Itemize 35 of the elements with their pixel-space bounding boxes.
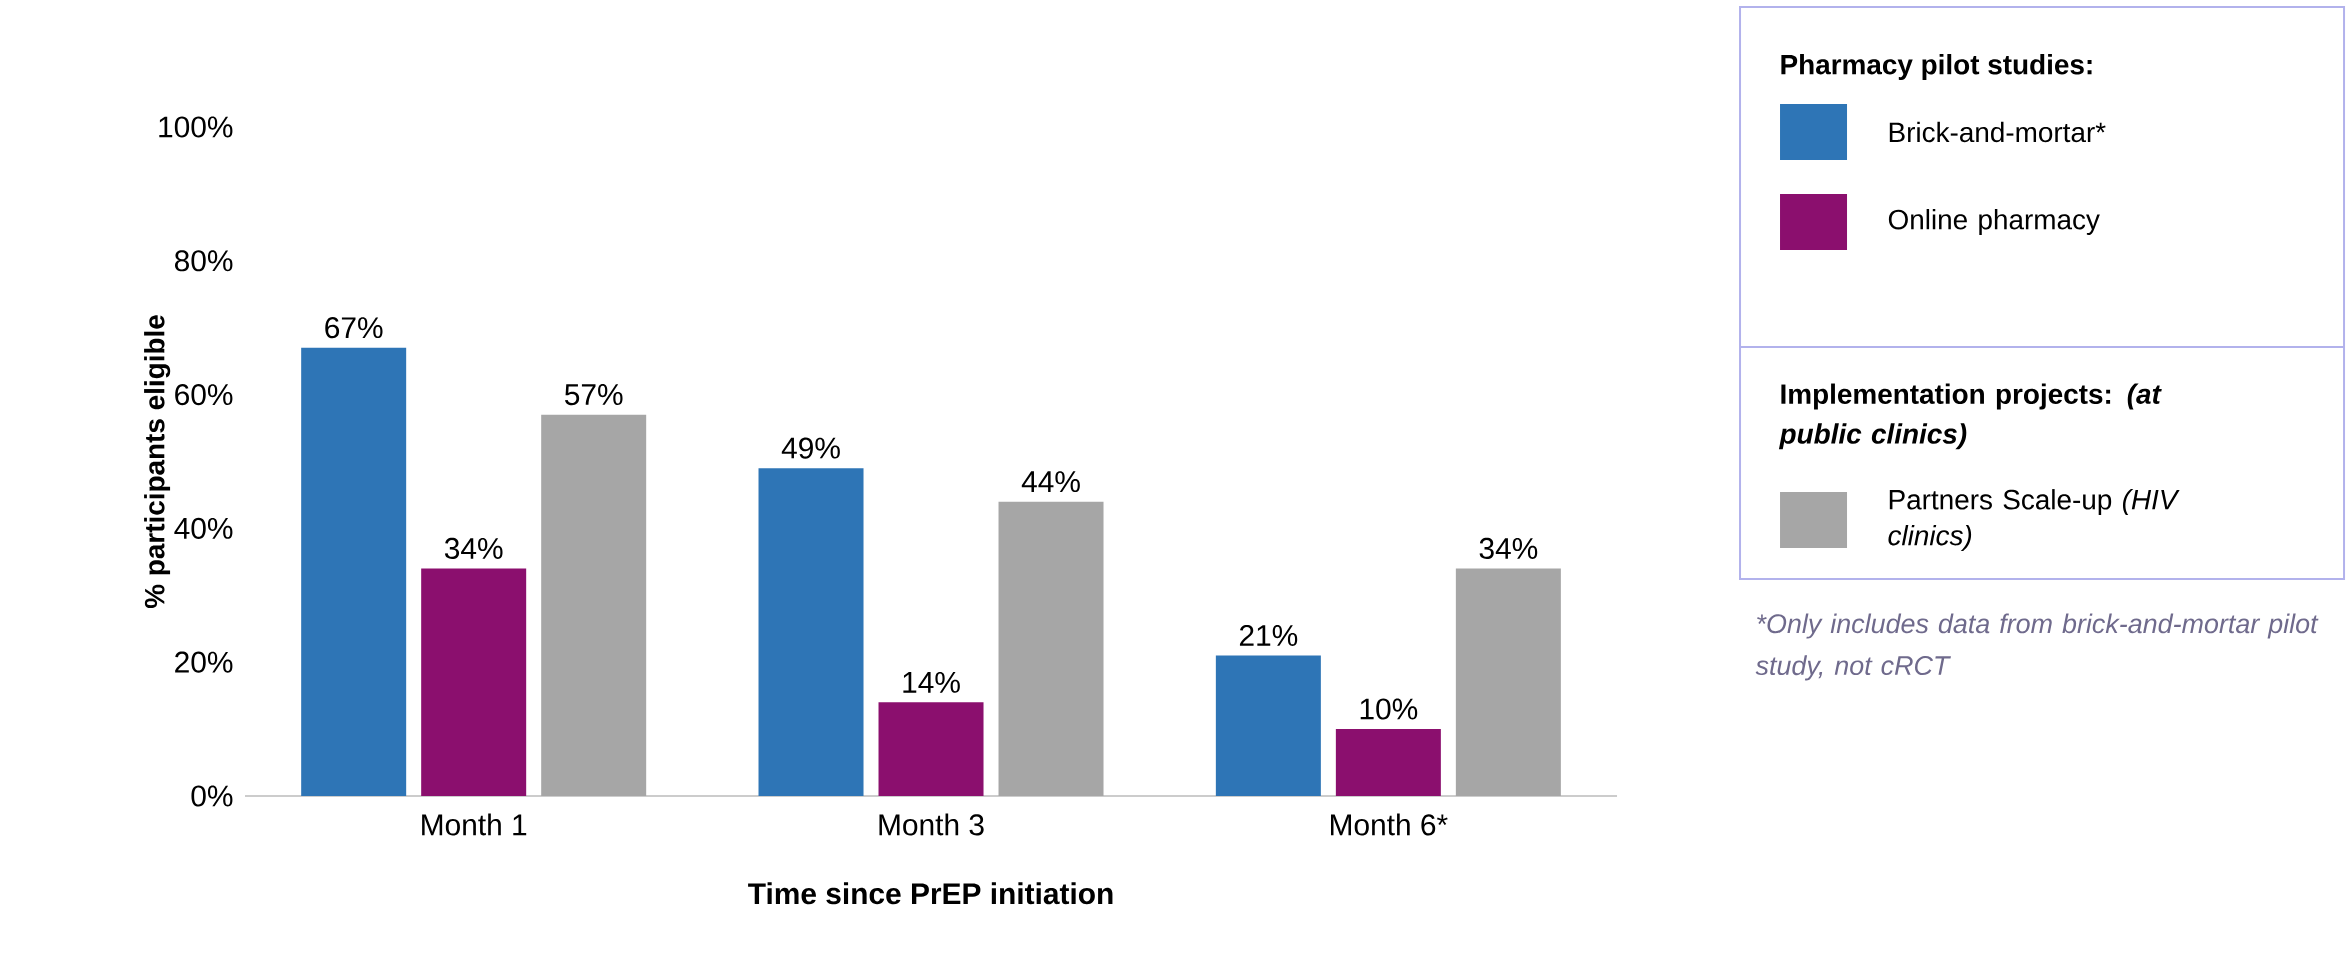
data-label: 34%	[1479, 537, 1538, 560]
x-tick-label: Month 6*	[1331, 813, 1448, 836]
bar	[1215, 655, 1321, 796]
text: *Only includes data from brick-and-mortar pilot study, not cRCT	[1755, 613, 2319, 681]
bar	[301, 347, 407, 796]
y-tick-label: 40%	[174, 517, 233, 539]
data-label: 34%	[444, 537, 503, 560]
legend-title: Pharmacy pilot studies:	[1781, 54, 2092, 80]
y-tick-label: 0%	[191, 785, 233, 807]
bar	[1455, 568, 1561, 796]
x-axis-title: Time since PrEP initiation	[748, 882, 1113, 905]
data-label: 21%	[1239, 624, 1298, 646]
y-tick-label: 60%	[175, 384, 233, 406]
bar	[541, 414, 647, 796]
data-label: 44%	[1021, 471, 1080, 493]
bar	[421, 568, 527, 796]
bar	[998, 501, 1104, 796]
data-label: 49%	[781, 437, 840, 459]
y-tick-label: 80%	[174, 250, 233, 272]
legend-label: Brick-and-mortar*	[1889, 121, 2106, 143]
bar	[878, 702, 984, 796]
legend-label: Online pharmacy	[1888, 209, 2100, 235]
bar	[758, 468, 864, 796]
data-label: 10%	[1360, 698, 1418, 720]
data-label: 67%	[325, 317, 383, 339]
data-label: 57%	[564, 384, 623, 406]
x-tick-label: Month 3	[879, 813, 984, 836]
y-tick-label: 100%	[159, 116, 233, 138]
text: Partners Scale-up (HIV clinics)	[1888, 489, 2180, 551]
x-tick-label: Month 1	[422, 813, 527, 836]
y-axis-title: % participants eligible	[144, 315, 171, 609]
bar	[1335, 729, 1441, 796]
text: Implementation projects: (at public clinics)	[1778, 383, 2162, 450]
y-tick-label: 20%	[175, 651, 233, 673]
data-label: 14%	[903, 671, 960, 693]
